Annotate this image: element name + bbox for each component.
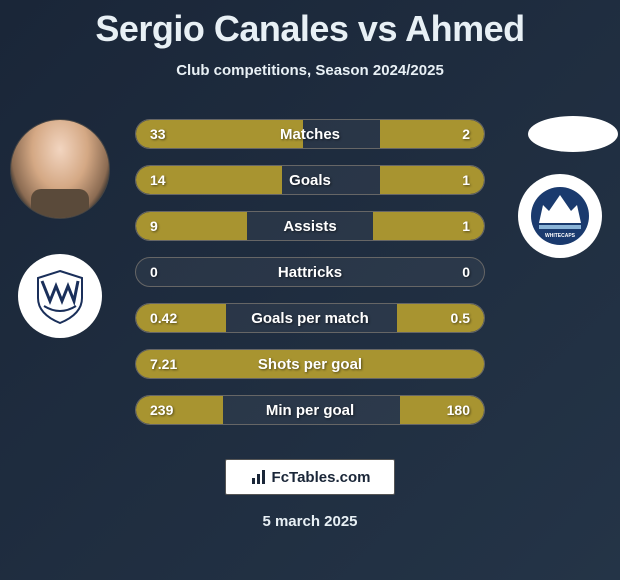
svg-text:WHITECAPS: WHITECAPS: [545, 233, 576, 239]
stat-value-left: 33: [150, 126, 166, 142]
stat-value-right: 1: [462, 218, 470, 234]
subtitle: Club competitions, Season 2024/2025: [0, 62, 620, 79]
stat-value-left: 0.42: [150, 310, 177, 326]
comparison-area: WHITECAPS 33 Matches 2 14 Goals 1 9 Assists 1 0 Ha…: [0, 109, 620, 429]
stat-label: Min per goal: [266, 402, 354, 419]
stat-row: 7.21 Shots per goal: [135, 349, 485, 379]
monterrey-icon: [30, 266, 90, 326]
stat-label: Matches: [280, 126, 340, 143]
chart-icon: [250, 468, 268, 486]
stat-value-left: 7.21: [150, 356, 177, 372]
footer-brand[interactable]: FcTables.com: [225, 459, 395, 495]
stat-value-right: 2: [462, 126, 470, 142]
stat-fill-right: [400, 396, 484, 424]
stat-label: Goals per match: [251, 310, 369, 327]
stat-value-left: 14: [150, 172, 166, 188]
stat-value-right: 0: [462, 264, 470, 280]
stat-value-right: 180: [447, 402, 470, 418]
page-title: Sergio Canales vs Ahmed: [0, 0, 620, 50]
whitecaps-icon: WHITECAPS: [529, 185, 591, 247]
stat-label: Shots per goal: [258, 356, 362, 373]
stat-value-right: 0.5: [451, 310, 470, 326]
player2-avatar: [528, 116, 618, 152]
stat-row: 14 Goals 1: [135, 165, 485, 195]
player1-club-logo: [18, 254, 102, 338]
stat-label: Assists: [283, 218, 336, 235]
stat-fill-right: [397, 304, 484, 332]
player1-avatar: [10, 119, 110, 219]
stat-label: Goals: [289, 172, 331, 189]
stats-container: 33 Matches 2 14 Goals 1 9 Assists 1 0 Hattricks 0 0.…: [135, 109, 485, 425]
stat-row: 0.42 Goals per match 0.5: [135, 303, 485, 333]
stat-label: Hattricks: [278, 264, 342, 281]
footer-brand-text: FcTables.com: [272, 469, 371, 486]
stat-value-left: 0: [150, 264, 158, 280]
stat-row: 0 Hattricks 0: [135, 257, 485, 287]
stat-row: 9 Assists 1: [135, 211, 485, 241]
stat-row: 33 Matches 2: [135, 119, 485, 149]
stat-value-left: 9: [150, 218, 158, 234]
stat-row: 239 Min per goal 180: [135, 395, 485, 425]
stat-value-left: 239: [150, 402, 173, 418]
stat-value-right: 1: [462, 172, 470, 188]
date-label: 5 march 2025: [0, 513, 620, 530]
player2-club-logo: WHITECAPS: [518, 174, 602, 258]
